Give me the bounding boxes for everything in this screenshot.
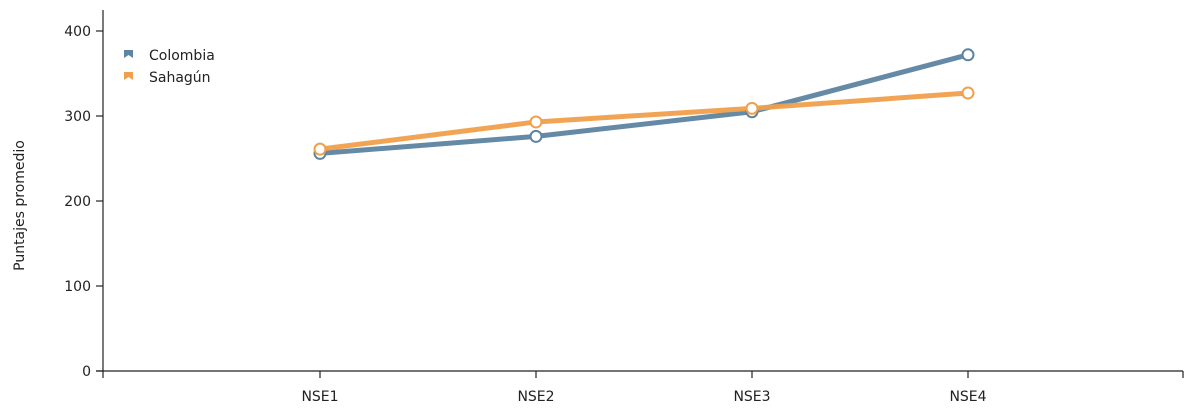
series-line-0 xyxy=(317,52,971,156)
legend-swatch xyxy=(124,50,133,58)
series-points xyxy=(313,48,975,160)
legend-swatch xyxy=(124,72,133,80)
axes: 0 100 200 300 400 NSE1 NSE2 NSE3 NSE4 Puntajes pr… xyxy=(12,10,1184,405)
series-line-1 xyxy=(317,90,971,152)
x-tick-label: NSE4 xyxy=(949,389,986,405)
y-tick-label: 0 xyxy=(82,364,91,380)
data-point xyxy=(313,142,327,156)
legend-label: Colombia xyxy=(149,48,215,64)
legend-label: Sahagún xyxy=(149,70,211,86)
y-tick-label: 100 xyxy=(64,279,91,295)
x-tick-label: NSE2 xyxy=(517,389,554,405)
data-point xyxy=(529,115,543,129)
y-tick-label: 300 xyxy=(64,109,91,125)
x-tick-label: NSE3 xyxy=(733,389,770,405)
x-tick-label: NSE1 xyxy=(301,389,338,405)
data-point xyxy=(529,129,543,143)
y-axis-title: Puntajes promedio xyxy=(12,140,28,271)
data-point xyxy=(961,48,975,62)
y-tick-label: 200 xyxy=(64,194,91,210)
data-point xyxy=(961,86,975,100)
legend: Colombia Sahagún xyxy=(124,48,215,86)
data-point xyxy=(745,101,759,115)
series-lines xyxy=(317,52,971,156)
y-tick-label: 400 xyxy=(64,24,91,40)
